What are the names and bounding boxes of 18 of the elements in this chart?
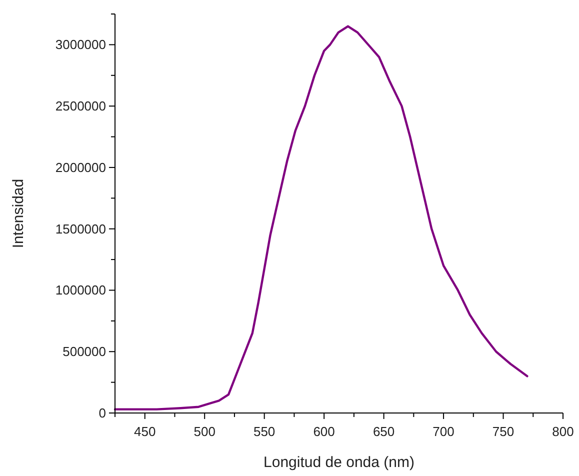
y-tick-label: 1000000 — [55, 282, 106, 298]
x-tick-label: 700 — [432, 424, 454, 439]
y-tick-label: 2000000 — [55, 160, 106, 175]
y-axis-title: Intensidad — [10, 178, 27, 248]
y-tick-label: 3000000 — [55, 37, 106, 52]
line-series — [114, 25, 528, 410]
y-tick-label: 500000 — [62, 344, 106, 360]
x-tick-label: 450 — [134, 424, 156, 439]
x-tick-label: 750 — [492, 424, 514, 439]
y-tick-label: 1500000 — [55, 221, 106, 236]
x-tick-label: 500 — [194, 424, 216, 439]
y-tick-label: 0 — [98, 406, 106, 420]
x-axis-title: Longitud de onda (nm) — [264, 454, 414, 471]
x-tick-label: 650 — [372, 424, 395, 439]
y-tick-label: 2500000 — [55, 98, 106, 114]
x-tick-label: 800 — [552, 424, 574, 439]
x-tick-label: 600 — [313, 424, 335, 439]
x-tick-label: 550 — [253, 424, 276, 439]
